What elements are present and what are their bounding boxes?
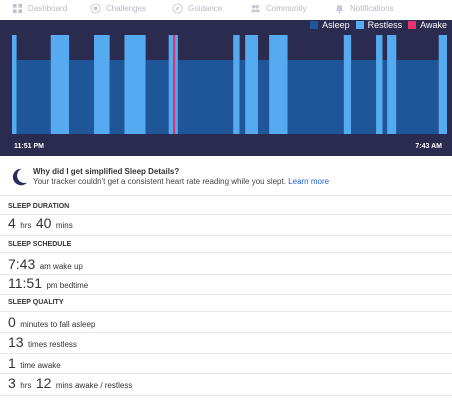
sleep-quality-header: SLEEP QUALITY: [8, 299, 64, 306]
sleep-segment-restless: [50, 35, 70, 134]
duration-hours: 4: [8, 215, 16, 231]
nav-label: Community: [266, 4, 307, 13]
duration-mins-unit: mins: [55, 221, 73, 230]
legend-swatch-awake: [408, 21, 417, 29]
nav-label: Guidance: [188, 4, 223, 13]
sleep-segment-restless: [245, 35, 259, 134]
divider: [0, 373, 452, 374]
chart-start-time: 11:51 PM: [14, 143, 44, 150]
times-awake: 1 time awake: [8, 355, 61, 373]
simplified-sleep-info: Why did I get simplified Sleep Details? …: [0, 160, 452, 196]
legend-asleep: Asleep: [310, 20, 350, 30]
divider: [0, 294, 452, 295]
bed-time: 11:51: [8, 275, 42, 291]
divider: [0, 353, 452, 354]
sleep-segment-restless: [94, 35, 110, 134]
awake-mins-label: mins awake / restless: [55, 381, 133, 390]
learn-more-link[interactable]: Learn more: [288, 177, 330, 186]
times-restless: 13 times restless: [8, 334, 77, 352]
nav-notifications[interactable]: Notifications: [334, 3, 394, 14]
sleep-segment-restless: [124, 35, 146, 134]
divider: [0, 332, 452, 333]
sleep-segment-asleep: [177, 60, 234, 134]
nav-community[interactable]: Community: [250, 3, 306, 14]
guidance-icon: [172, 3, 183, 14]
legend-swatch-asleep: [310, 21, 319, 29]
bedtime: 11:51 pm bedtime: [8, 275, 88, 293]
sleep-duration-value: 4 hrs 40 mins: [8, 215, 73, 233]
sleep-segment-asleep: [382, 60, 388, 134]
sleep-segment-restless: [168, 35, 174, 134]
sleep-schedule-header: SLEEP SCHEDULE: [8, 241, 72, 248]
awake-restless-duration: 3 hrs 12 mins awake / restless: [8, 375, 132, 393]
legend-label: Asleep: [322, 20, 350, 30]
sleep-segment-restless: [233, 35, 240, 134]
wake-label: am wake up: [39, 262, 83, 271]
sleep-chart-canvas: [12, 35, 447, 134]
sleep-segment-asleep: [396, 60, 439, 134]
sleep-segment-restless: [269, 35, 288, 134]
wake-up-time: 7:43 am wake up: [8, 256, 83, 274]
chart-end-time: 7:43 AM: [415, 143, 442, 150]
legend-swatch-restless: [355, 21, 364, 29]
info-body: Your tracker couldn't get a consistent h…: [33, 177, 286, 186]
divider: [0, 395, 452, 396]
bell-icon: [335, 4, 344, 14]
awake-mins: 12: [35, 375, 52, 391]
sleep-segment-awake: [173, 35, 176, 134]
moon-icon: [12, 168, 28, 186]
nav-label: Dashboard: [28, 4, 68, 13]
sleep-duration-header: SLEEP DURATION: [8, 203, 70, 210]
sleep-segment-asleep: [16, 60, 51, 134]
duration-mins: 40: [35, 215, 52, 231]
restless-label: times restless: [28, 340, 77, 349]
wake-time: 7:43: [8, 256, 36, 272]
legend-label: Restless: [367, 20, 403, 30]
sleep-segment-restless: [343, 35, 352, 134]
sleep-stages-chart: Asleep Restless Awake 11:51 PM 7:43 AM: [0, 20, 452, 156]
nav-challenges[interactable]: Challenges: [90, 3, 146, 14]
sleep-segment-asleep: [69, 60, 95, 134]
legend-restless: Restless: [355, 20, 403, 30]
legend-awake: Awake: [408, 20, 447, 30]
sleep-segment-restless: [12, 35, 17, 134]
sleep-segment-restless: [387, 35, 397, 134]
awake-hours: 3: [8, 375, 16, 391]
awake-value: 1: [8, 355, 16, 371]
nav-dashboard[interactable]: Dashboard: [12, 3, 67, 14]
top-nav: Dashboard Challenges Guidance Community …: [0, 0, 452, 22]
info-text: Your tracker couldn't get a consistent h…: [33, 177, 329, 186]
community-icon: [250, 4, 261, 13]
fall-asleep-value: 0: [8, 314, 16, 330]
fall-asleep-label: minutes to fall asleep: [20, 320, 96, 329]
info-title: Why did I get simplified Sleep Details?: [33, 167, 180, 176]
nav-label: Challenges: [106, 4, 147, 13]
sleep-segment-restless: [376, 35, 383, 134]
nav-guidance[interactable]: Guidance: [172, 3, 222, 14]
divider: [0, 252, 452, 253]
dashboard-icon: [12, 3, 23, 14]
divider: [0, 274, 452, 275]
divider: [0, 235, 452, 236]
awake-hours-unit: hrs: [20, 381, 32, 390]
sleep-segment-restless: [438, 35, 447, 134]
divider: [0, 311, 452, 312]
time-to-fall-asleep: 0 minutes to fall asleep: [8, 314, 95, 332]
divider: [0, 214, 452, 215]
sleep-segment-asleep: [287, 60, 344, 134]
chart-legend: Asleep Restless Awake: [310, 20, 447, 30]
sleep-segment-asleep: [109, 60, 125, 134]
sleep-segment-restless: [175, 35, 178, 134]
awake-label: time awake: [20, 361, 61, 370]
legend-label: Awake: [420, 20, 447, 30]
trophy-icon: [90, 3, 101, 14]
duration-hours-unit: hrs: [20, 221, 32, 230]
sleep-segment-asleep: [239, 60, 246, 134]
sleep-segment-asleep: [258, 60, 270, 134]
nav-label: Notifications: [350, 4, 394, 13]
bed-label: pm bedtime: [46, 281, 89, 290]
restless-value: 13: [8, 334, 24, 350]
sleep-segment-asleep: [145, 60, 169, 134]
sleep-segment-asleep: [351, 60, 377, 134]
